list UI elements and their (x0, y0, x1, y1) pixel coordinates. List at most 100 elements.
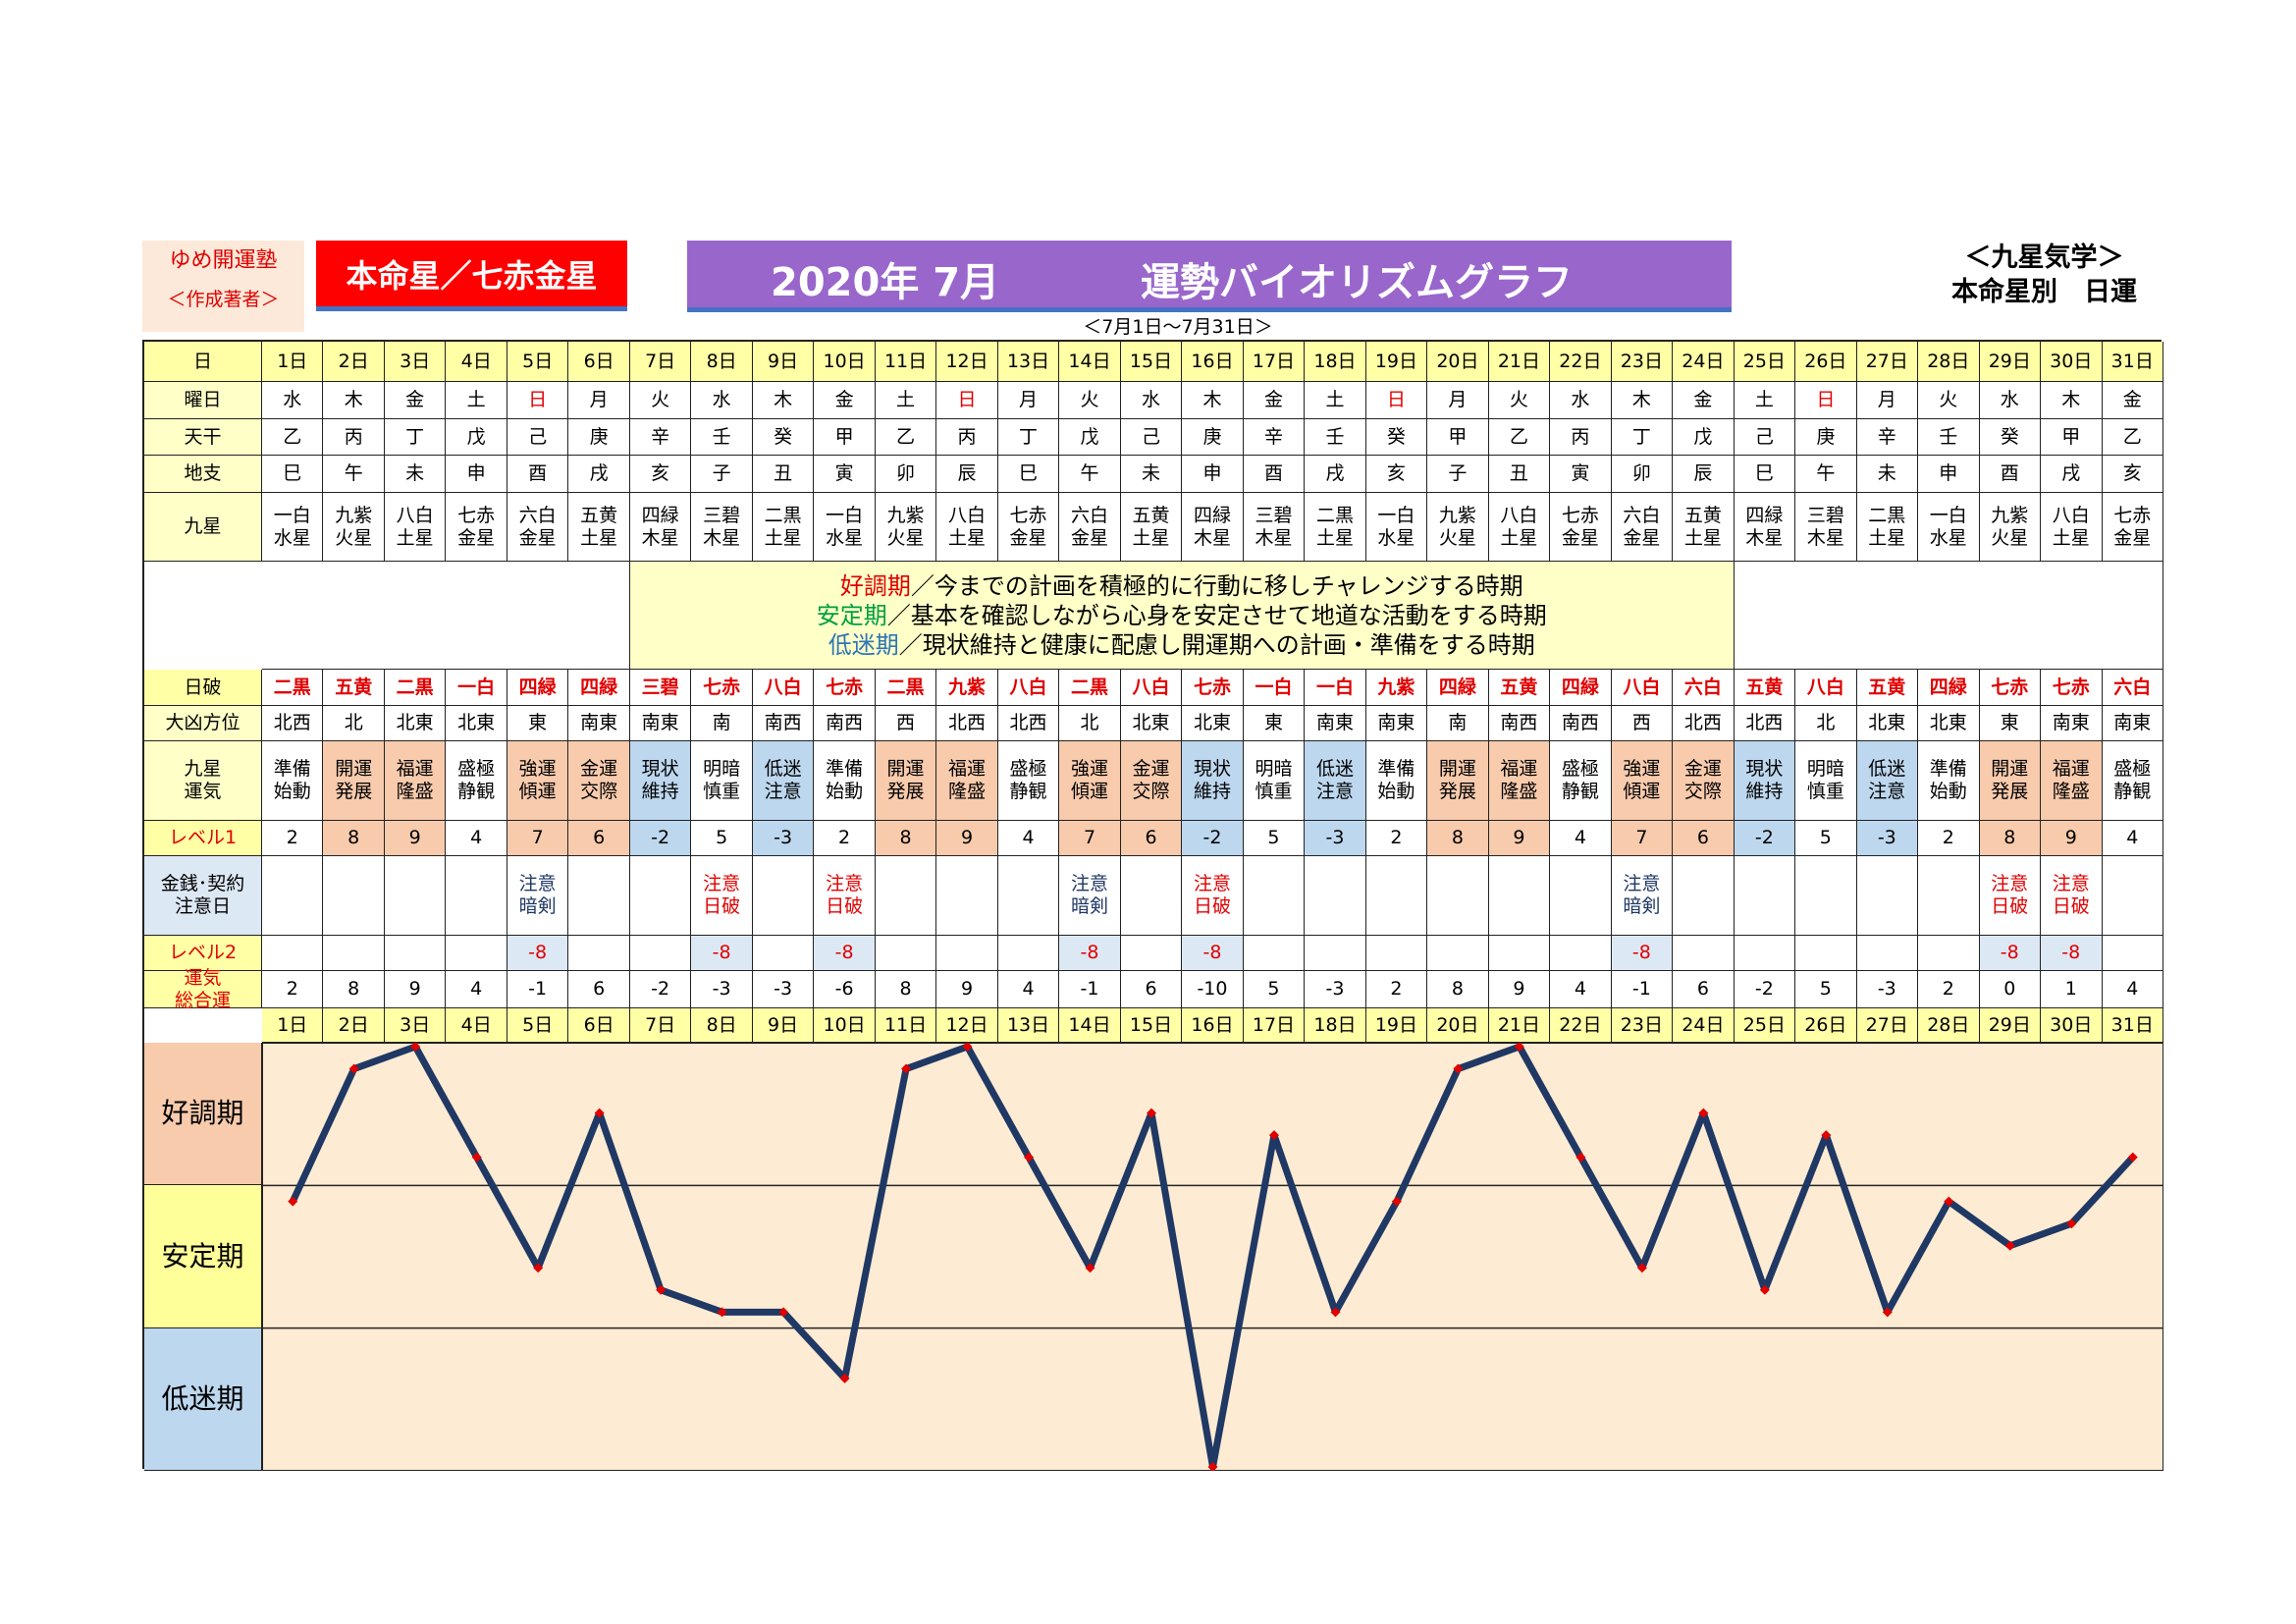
marker (348, 1063, 359, 1074)
direction: 北西 (262, 706, 324, 741)
hiha-text: 六白 (2113, 676, 2152, 698)
star: 三碧 木星 (1795, 493, 1857, 562)
direction-text: 南 (1448, 712, 1468, 734)
row-label: 日 (144, 342, 262, 382)
level2 (752, 936, 815, 971)
unki-line: 現状 (1193, 758, 1231, 781)
star: 九紫 火星 (323, 493, 385, 562)
day: 23日 (1611, 342, 1674, 382)
weekday: 火 (629, 382, 692, 419)
direction: 東 (1979, 706, 2042, 741)
direction-text: 北 (344, 712, 363, 734)
star-line: 火星 (886, 526, 925, 549)
legend: 好調期／今までの計画を積極的に行動に移しチャレンジする時期 安定期／基本を確認しな… (629, 562, 1735, 670)
marker (594, 1108, 605, 1118)
kan: 甲 (814, 419, 876, 456)
total-text: -10 (1197, 978, 1228, 1001)
day: 14日 (1059, 1008, 1121, 1043)
marker (901, 1063, 912, 1074)
total-text: 2 (1942, 978, 1954, 1001)
total: 4 (2102, 971, 2163, 1008)
day: 4日 (446, 1008, 507, 1043)
direction: 西 (1611, 706, 1674, 741)
unki: 低迷 注意 (1305, 741, 1366, 821)
shi: 申 (1918, 456, 1980, 493)
level2: -8 (1182, 936, 1244, 971)
direction: 北西 (1734, 706, 1796, 741)
unki: 現状 維持 (1182, 741, 1244, 821)
unki: 強運 傾運 (1611, 741, 1674, 821)
weekday-text: 日 (528, 389, 548, 411)
level1: 9 (936, 821, 998, 856)
level2 (1734, 936, 1796, 971)
kan: 甲 (2041, 419, 2103, 456)
caution (1120, 856, 1183, 936)
shi-text: 酉 (2000, 462, 2019, 485)
total: 5 (1795, 971, 1857, 1008)
level2 (1550, 936, 1612, 971)
level1: -2 (1182, 821, 1244, 856)
unki-line: 福運 (2052, 758, 2090, 781)
day: 7日 (629, 1008, 692, 1043)
star: 五黄 土星 (1120, 493, 1183, 562)
day: 26日 (1795, 1008, 1857, 1043)
day-text: 30日 (2050, 350, 2093, 372)
day-text: 14日 (1068, 1013, 1111, 1036)
row-label: レベル2 (144, 936, 262, 971)
day: 26日 (1795, 342, 1857, 382)
caution (446, 856, 507, 936)
weekday-text: 木 (774, 389, 793, 411)
star: 八白 土星 (2041, 493, 2103, 562)
kan: 辛 (1856, 419, 1919, 456)
star: 六白 金星 (507, 493, 569, 562)
total-text: 4 (2126, 978, 2139, 1001)
caution-line: 注意 (1193, 873, 1231, 895)
marker (410, 1043, 421, 1052)
day: 22日 (1550, 342, 1612, 382)
shi-text: 辰 (957, 462, 977, 485)
direction: 北西 (997, 706, 1060, 741)
caution-line: 注意 (703, 873, 741, 895)
weekday: 木 (1182, 382, 1244, 419)
unki-line: 開運 (886, 758, 925, 781)
total-text: 4 (1574, 978, 1586, 1001)
level2 (384, 936, 447, 971)
day-text: 20日 (1436, 1013, 1479, 1036)
hiha-text: 二黒 (886, 676, 925, 698)
hiha-text: 五黄 (1745, 676, 1784, 698)
row-label: 九星 (144, 493, 262, 562)
hiha: 五黄 (1734, 670, 1796, 706)
star-line: 九紫 (1991, 504, 2029, 526)
direction: 南東 (568, 706, 630, 741)
weekday: 木 (1611, 382, 1674, 419)
unki-line: 準備 (1929, 758, 1967, 781)
marker (962, 1043, 973, 1052)
marker (778, 1307, 789, 1318)
marker (2066, 1218, 2077, 1229)
kan-text: 戊 (1080, 425, 1099, 448)
day: 4日 (446, 342, 507, 382)
level1: 4 (2102, 821, 2163, 856)
unki-line: 盛極 (1561, 758, 1599, 781)
unki: 盛極 静観 (1550, 741, 1612, 821)
level1: 7 (507, 821, 569, 856)
star-line: 土星 (1868, 526, 1906, 549)
kan: 癸 (1365, 419, 1428, 456)
direction: 南西 (1488, 706, 1551, 741)
star-line: 水星 (1377, 526, 1415, 549)
kan: 乙 (1488, 419, 1551, 456)
weekday-text: 水 (1571, 389, 1590, 411)
caution (752, 856, 815, 936)
direction-text: 東 (1263, 712, 1283, 734)
unki-line: 交際 (1683, 781, 1722, 802)
shi-text: 丑 (774, 462, 793, 485)
direction-text: 北西 (1683, 712, 1722, 734)
shi-text: 亥 (651, 462, 670, 485)
unki-line: 傾運 (1071, 781, 1109, 802)
level2-text: -8 (528, 942, 548, 964)
unki-line: 始動 (273, 781, 311, 802)
star-line: 土星 (396, 526, 434, 549)
kan-text: 辛 (1877, 425, 1896, 448)
direction: 東 (1243, 706, 1306, 741)
weekday-text: 土 (466, 389, 486, 411)
